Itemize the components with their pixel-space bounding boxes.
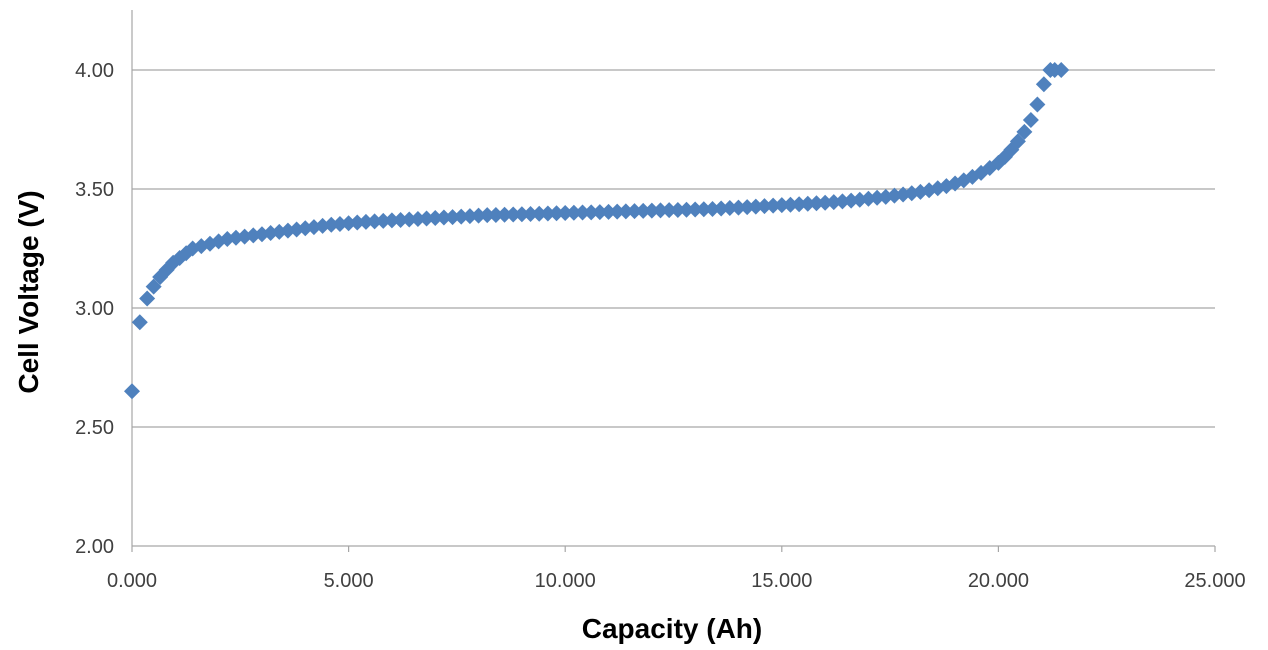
data-point [643,202,660,219]
data-point [652,202,669,219]
data-point [1016,123,1033,140]
y-axis-title: Cell Voltage (V) [13,190,44,393]
data-point [808,195,825,212]
data-point [496,206,513,223]
data-point [713,200,730,217]
data-point [539,205,556,222]
data-point [782,196,799,213]
data-point [461,208,478,225]
x-axis-title: Capacity (Ah) [582,613,762,644]
y-tick-label: 2.50 [75,417,114,439]
data-point [747,198,764,215]
y-tick-label: 3.50 [75,179,114,201]
x-tick-label: 10.000 [535,570,596,592]
data-point [565,204,582,221]
data-point [669,201,686,218]
data-point [635,202,652,219]
data-point [591,204,608,221]
data-point [799,195,816,212]
data-point [1053,62,1070,78]
y-tick-label: 4.00 [75,60,114,82]
data-point [383,212,400,229]
x-tick-label: 25.000 [1184,570,1245,592]
data-point [131,314,148,331]
x-tick-label: 0.000 [107,570,157,592]
data-point [453,208,470,225]
x-tick-label: 20.000 [968,570,1029,592]
data-point [409,210,426,227]
data-point [522,205,539,222]
tick-labels: 2.00 2.50 3.00 3.50 4.00 0.000 5.000 10.000 15.0… [75,60,1246,592]
data-point [1022,111,1039,128]
x-tick-label: 15.000 [751,570,812,592]
data-point [444,209,461,226]
data-point [145,278,162,295]
data-point [791,196,808,213]
data-point [574,204,591,221]
data-point [765,197,782,214]
data-point [139,290,156,307]
data-point [557,205,574,222]
data-point [487,206,504,223]
data-point [687,201,704,218]
data-points [124,62,1070,400]
data-point [531,205,548,222]
data-point [626,203,643,220]
data-point [661,202,678,219]
data-point [617,203,634,220]
data-point [505,206,522,223]
data-point [470,207,487,224]
data-point [1009,133,1026,150]
y-tick-label: 2.00 [75,536,114,558]
data-point [124,383,140,400]
data-point [739,199,756,216]
data-point [418,210,435,227]
data-point [479,207,496,224]
data-point [773,197,790,214]
data-point [721,200,738,217]
axes [131,10,1216,552]
data-point [427,210,444,227]
y-tick-label: 3.00 [75,298,114,320]
data-point [704,200,721,217]
data-point [375,212,392,229]
data-point [756,198,773,215]
data-point [392,211,409,228]
data-point [435,209,452,226]
x-tick-label: 5.000 [324,570,374,592]
data-point [600,203,617,220]
data-point [678,201,695,218]
data-point [548,205,565,222]
data-point [513,206,530,223]
data-point [730,199,747,216]
data-point [1029,96,1046,113]
data-point [695,201,712,218]
data-point [1035,76,1052,93]
data-point [583,204,600,221]
data-point [609,203,626,220]
gridlines [132,69,1215,428]
data-point [401,211,418,228]
data-point [366,213,383,230]
data-point [357,213,374,230]
